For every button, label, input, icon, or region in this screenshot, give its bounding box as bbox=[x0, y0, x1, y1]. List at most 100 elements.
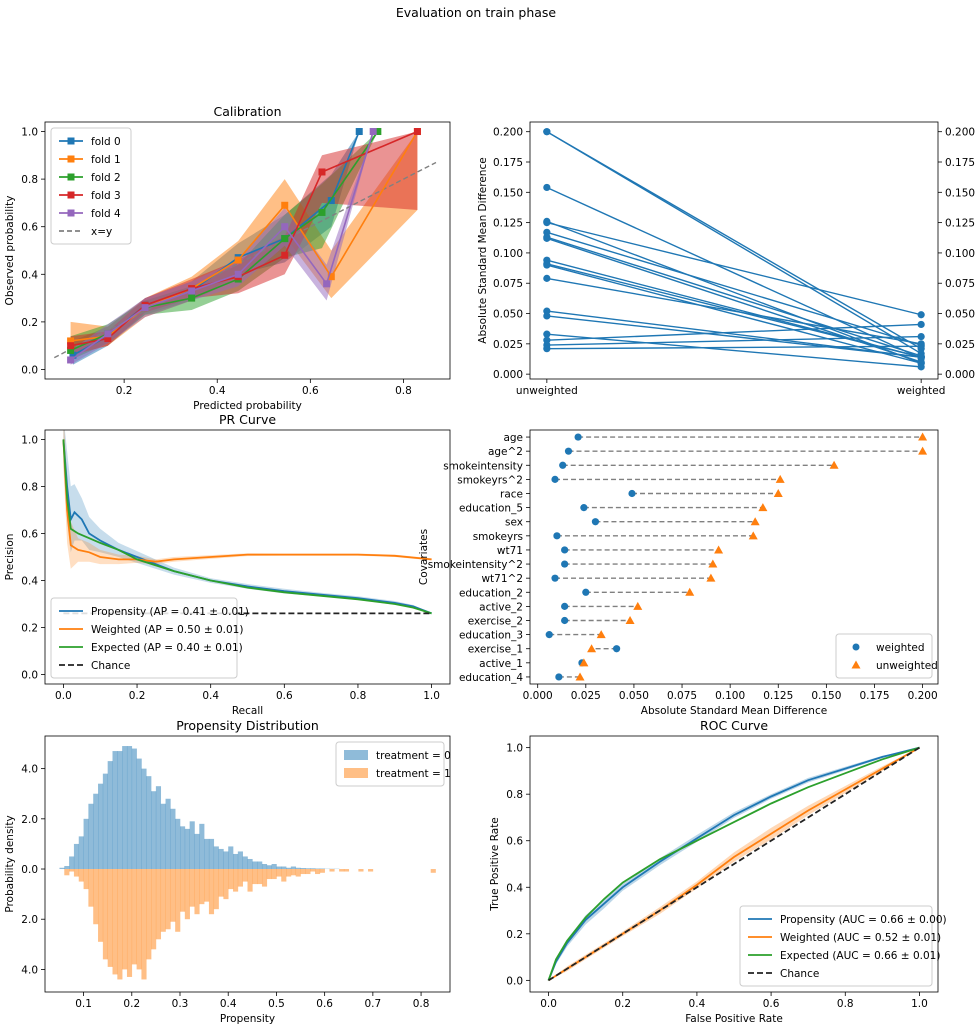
calibration-frame bbox=[44, 121, 451, 380]
propensity-distribution-xtick-label: 0.7 bbox=[365, 998, 382, 1010]
pr-curve-ylabel: Precision bbox=[4, 534, 16, 581]
propensity-distribution-bar-1 bbox=[281, 869, 287, 882]
calibration-line-fold-4 bbox=[70, 131, 374, 361]
covariate-balance-xtick-label: 0.200 bbox=[908, 690, 938, 702]
propensity-distribution-bar-0 bbox=[276, 866, 282, 870]
covariate-balance-point-unweighted bbox=[633, 601, 643, 610]
propensity-distribution-bar-0 bbox=[199, 823, 205, 870]
propensity-distribution-legend-label: treatment = 1 bbox=[376, 768, 451, 780]
propensity-distribution-ytick-label: 4.0 bbox=[21, 764, 38, 776]
roc-curve-ylabel: True Positive Rate bbox=[489, 817, 501, 912]
balance-slope-point-weighted bbox=[917, 311, 925, 319]
propensity-distribution-bar-0 bbox=[189, 821, 195, 870]
propensity-distribution-bar-0 bbox=[218, 848, 224, 870]
propensity-distribution-bar-1 bbox=[368, 869, 374, 872]
propensity-distribution-bar-1 bbox=[146, 869, 152, 960]
balance-slope-ytick-label-right: 0.025 bbox=[945, 339, 975, 351]
propensity-distribution-xlabel: Propensity bbox=[220, 1013, 275, 1025]
propensity-distribution-bar-1 bbox=[126, 869, 133, 977]
propensity-distribution-bar-1 bbox=[165, 869, 171, 930]
propensity-distribution-bar-1 bbox=[204, 869, 210, 902]
balance-slope-plot-area bbox=[543, 128, 925, 371]
calibration-point bbox=[374, 128, 382, 136]
covariate-balance-point-weighted bbox=[559, 461, 567, 469]
roc-curve-ytick-label: 0.0 bbox=[506, 975, 523, 987]
propensity-distribution-bar-1 bbox=[141, 869, 147, 980]
propensity-distribution-bar-0 bbox=[93, 793, 99, 870]
propensity-distribution-bar-1 bbox=[242, 869, 248, 882]
balance-slope-ytick-label-right: 0.100 bbox=[945, 248, 975, 260]
covariate-balance-xtick-label: 0.075 bbox=[667, 690, 697, 702]
propensity-distribution-bar-0 bbox=[204, 838, 210, 870]
calibration-point bbox=[281, 235, 289, 243]
calibration-xtick-label: 0.6 bbox=[302, 385, 319, 397]
propensity-distribution-bar-0 bbox=[300, 868, 306, 870]
propensity-distribution-bar-0 bbox=[271, 864, 277, 870]
pr-curve-ytick-label: 0.2 bbox=[21, 623, 38, 635]
balance-slope-connector bbox=[546, 236, 922, 357]
propensity-distribution-bar-1 bbox=[271, 869, 277, 880]
propensity-distribution-bar-1 bbox=[64, 869, 70, 876]
propensity-distribution-bar-1 bbox=[339, 869, 345, 872]
propensity-distribution-bar-0 bbox=[151, 791, 157, 870]
propensity-distribution-bar-1 bbox=[286, 869, 292, 877]
roc-curve-chance-line bbox=[548, 746, 920, 982]
propensity-distribution-bar-0 bbox=[237, 851, 243, 870]
propensity-distribution-bar-0 bbox=[290, 866, 297, 870]
covariate-balance-legend: weighted unweighted bbox=[835, 633, 938, 679]
propensity-distribution-bar-1 bbox=[112, 869, 118, 975]
covariate-balance-category-label: wt71^2 bbox=[481, 573, 523, 585]
propensity-distribution-bar-0 bbox=[136, 758, 142, 870]
propensity-distribution-bar-1 bbox=[233, 869, 239, 892]
balance-slope-point-weighted bbox=[917, 320, 925, 329]
covariate-balance-legend-box bbox=[835, 633, 933, 679]
pr-curve-ytick-label: 0.6 bbox=[21, 528, 38, 540]
roc-curve-line-2 bbox=[547, 746, 920, 981]
roc-curve-xtick-label: 1.0 bbox=[911, 998, 928, 1010]
calibration-xtick-label: 0.2 bbox=[116, 385, 133, 397]
covariate-balance-xtick-label: 0.125 bbox=[763, 690, 793, 702]
roc-curve-ytick-label: 0.4 bbox=[506, 882, 523, 894]
propensity-distribution-bar-1 bbox=[131, 869, 137, 965]
propensity-distribution-bar-0 bbox=[194, 833, 200, 870]
calibration-xtick-label: 0.4 bbox=[209, 385, 226, 397]
calibration-legend-marker bbox=[67, 155, 75, 163]
calibration-point bbox=[318, 208, 326, 216]
propensity-distribution-bar-0 bbox=[184, 828, 190, 870]
covariate-balance-category-label: race bbox=[500, 489, 523, 501]
balance-slope-point-unweighted bbox=[543, 274, 551, 282]
pr-curve-legend: Propensity (AP = 0.41 ± 0.01) Weighted (A… bbox=[50, 597, 249, 679]
propensity-distribution-bar-0 bbox=[160, 803, 166, 870]
propensity-distribution-bar-1 bbox=[136, 869, 142, 970]
calibration-point bbox=[234, 270, 242, 278]
propensity-distribution-bar-1 bbox=[189, 869, 195, 907]
covariate-balance-legend-label: weighted bbox=[876, 642, 925, 654]
covariate-balance-category-label: age^2 bbox=[488, 446, 523, 458]
propensity-distribution-bar-0 bbox=[112, 751, 118, 870]
propensity-distribution-xtick-label: 0.8 bbox=[413, 998, 430, 1010]
propensity-distribution-bar-1 bbox=[247, 869, 253, 892]
propensity-distribution-bar-0 bbox=[98, 783, 104, 870]
propensity-distribution-bar-0 bbox=[175, 818, 181, 870]
propensity-distribution-bar-0 bbox=[305, 868, 311, 870]
balance-slope-connector bbox=[546, 310, 922, 358]
propensity-distribution-bar-0 bbox=[69, 856, 75, 870]
balance-slope-point-weighted bbox=[917, 363, 925, 371]
covariate-balance-point-unweighted bbox=[625, 616, 635, 624]
propensity-distribution-bar-1 bbox=[88, 869, 94, 907]
propensity-distribution-bar-1 bbox=[315, 869, 321, 875]
balance-slope-xtick-label: weighted bbox=[897, 385, 946, 397]
covariate-balance-xtick-label: 0.100 bbox=[715, 690, 745, 702]
propensity-distribution-bar-1 bbox=[98, 869, 104, 942]
propensity-distribution-bar-0 bbox=[180, 826, 186, 870]
propensity-distribution-bar-1 bbox=[83, 869, 89, 890]
balance-slope-connector bbox=[546, 333, 922, 368]
propensity-distribution-bar-1 bbox=[300, 869, 306, 875]
calibration-xtick-label: 0.8 bbox=[395, 385, 412, 397]
calibration-point bbox=[413, 128, 421, 136]
balance-slope-connector bbox=[546, 323, 922, 341]
calibration-ytick-label: 0.8 bbox=[21, 174, 38, 186]
propensity-distribution-bar-1 bbox=[194, 869, 200, 915]
pr-curve-legend-label: Chance bbox=[91, 660, 130, 672]
balance-slope-ytick-label: 0.150 bbox=[493, 187, 523, 199]
